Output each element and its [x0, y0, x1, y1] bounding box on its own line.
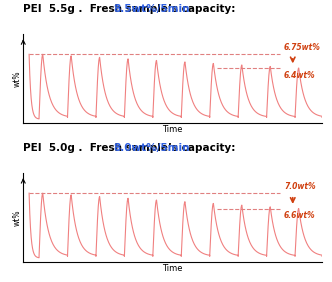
Text: 8.0wt%/5min: 8.0wt%/5min [114, 143, 190, 153]
Text: 8.5wt%/5min: 8.5wt%/5min [114, 4, 190, 14]
Y-axis label: wt%: wt% [13, 209, 22, 226]
Text: 6.75wt%: 6.75wt% [284, 43, 321, 52]
Text: 6.6wt%: 6.6wt% [284, 211, 316, 220]
X-axis label: Time: Time [162, 264, 183, 273]
Text: PEI  5.0g .  Fresh sample’s capacity:: PEI 5.0g . Fresh sample’s capacity: [23, 143, 239, 153]
Text: PEI  5.5g .  Fresh sample’s capacity:: PEI 5.5g . Fresh sample’s capacity: [23, 4, 239, 14]
Text: 7.0wt%: 7.0wt% [284, 182, 316, 191]
X-axis label: Time: Time [162, 125, 183, 134]
Text: 6.4wt%: 6.4wt% [284, 70, 316, 80]
Y-axis label: wt%: wt% [13, 70, 22, 87]
